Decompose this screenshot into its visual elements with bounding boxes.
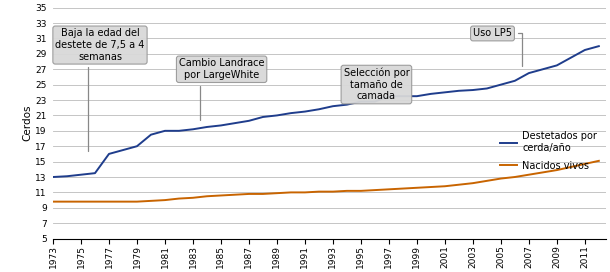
Destetados por
cerda/año: [49, 175, 57, 179]
Line: Destetados por
cerda/año: Destetados por cerda/año: [53, 46, 599, 177]
Nacidos vivos: [203, 195, 210, 198]
Destetados por
cerda/año: [134, 145, 141, 148]
Destetados por
cerda/año: [259, 115, 267, 119]
Nacidos vivos: [497, 177, 504, 180]
Destetados por
cerda/año: [161, 129, 168, 132]
Nacidos vivos: [92, 200, 99, 203]
Destetados por
cerda/año: [106, 152, 113, 156]
Destetados por
cerda/año: [455, 89, 462, 92]
Nacidos vivos: [455, 183, 462, 186]
Nacidos vivos: [63, 200, 71, 203]
Destetados por
cerda/año: [581, 48, 589, 52]
Nacidos vivos: [441, 185, 448, 188]
Text: Selección por
tamaño de
camada: Selección por tamaño de camada: [343, 68, 409, 101]
Nacidos vivos: [525, 173, 533, 176]
Nacidos vivos: [287, 191, 295, 194]
Nacidos vivos: [371, 188, 379, 192]
Destetados por
cerda/año: [301, 110, 309, 113]
Destetados por
cerda/año: [203, 125, 210, 129]
Line: Nacidos vivos: Nacidos vivos: [53, 161, 599, 202]
Nacidos vivos: [147, 199, 154, 202]
Destetados por
cerda/año: [273, 114, 281, 117]
Nacidos vivos: [483, 179, 490, 183]
Y-axis label: Cerdos: Cerdos: [23, 105, 32, 141]
Destetados por
cerda/año: [567, 56, 575, 59]
Destetados por
cerda/año: [175, 129, 182, 132]
Nacidos vivos: [539, 171, 547, 174]
Nacidos vivos: [301, 191, 309, 194]
Destetados por
cerda/año: [371, 100, 379, 103]
Nacidos vivos: [231, 193, 239, 196]
Destetados por
cerda/año: [77, 173, 85, 176]
Nacidos vivos: [217, 194, 224, 197]
Nacidos vivos: [386, 188, 393, 191]
Nacidos vivos: [189, 196, 196, 199]
Nacidos vivos: [106, 200, 113, 203]
Destetados por
cerda/año: [217, 124, 224, 127]
Nacidos vivos: [581, 162, 589, 166]
Destetados por
cerda/año: [511, 79, 518, 82]
Destetados por
cerda/año: [553, 64, 561, 67]
Destetados por
cerda/año: [92, 172, 99, 175]
Destetados por
cerda/año: [497, 83, 504, 86]
Nacidos vivos: [595, 159, 603, 162]
Nacidos vivos: [413, 186, 420, 189]
Nacidos vivos: [120, 200, 127, 203]
Destetados por
cerda/año: [343, 103, 351, 106]
Destetados por
cerda/año: [539, 68, 547, 71]
Destetados por
cerda/año: [483, 87, 490, 90]
Destetados por
cerda/año: [469, 88, 476, 92]
Destetados por
cerda/año: [189, 128, 196, 131]
Destetados por
cerda/año: [120, 149, 127, 152]
Destetados por
cerda/año: [287, 112, 295, 115]
Nacidos vivos: [134, 200, 141, 203]
Nacidos vivos: [161, 199, 168, 202]
Destetados por
cerda/año: [441, 91, 448, 94]
Nacidos vivos: [511, 175, 518, 179]
Nacidos vivos: [343, 189, 351, 193]
Nacidos vivos: [273, 191, 281, 195]
Text: Baja la edad del
destete de 7,5 a 4
semanas: Baja la edad del destete de 7,5 a 4 sema…: [56, 29, 145, 151]
Nacidos vivos: [329, 190, 337, 193]
Nacidos vivos: [175, 197, 182, 200]
Destetados por
cerda/año: [63, 175, 71, 178]
Destetados por
cerda/año: [315, 108, 323, 111]
Text: Cambio Landrace
por LargeWhite: Cambio Landrace por LargeWhite: [179, 58, 264, 120]
Nacidos vivos: [399, 187, 406, 190]
Destetados por
cerda/año: [386, 95, 393, 98]
Destetados por
cerda/año: [595, 45, 603, 48]
Nacidos vivos: [427, 186, 434, 189]
Nacidos vivos: [49, 200, 57, 203]
Destetados por
cerda/año: [147, 133, 154, 136]
Text: Uso LP5: Uso LP5: [473, 29, 522, 66]
Nacidos vivos: [245, 192, 253, 196]
Nacidos vivos: [567, 165, 575, 169]
Nacidos vivos: [357, 189, 365, 193]
Nacidos vivos: [553, 168, 561, 172]
Destetados por
cerda/año: [525, 72, 533, 75]
Destetados por
cerda/año: [245, 119, 253, 122]
Destetados por
cerda/año: [329, 104, 337, 108]
Nacidos vivos: [77, 200, 85, 203]
Destetados por
cerda/año: [427, 92, 434, 95]
Destetados por
cerda/año: [231, 122, 239, 125]
Nacidos vivos: [315, 190, 323, 193]
Nacidos vivos: [469, 181, 476, 185]
Nacidos vivos: [259, 192, 267, 196]
Destetados por
cerda/año: [413, 95, 420, 98]
Legend: Destetados por
cerda/año, Nacidos vivos: Destetados por cerda/año, Nacidos vivos: [496, 127, 601, 174]
Destetados por
cerda/año: [357, 100, 365, 103]
Destetados por
cerda/año: [399, 95, 406, 98]
